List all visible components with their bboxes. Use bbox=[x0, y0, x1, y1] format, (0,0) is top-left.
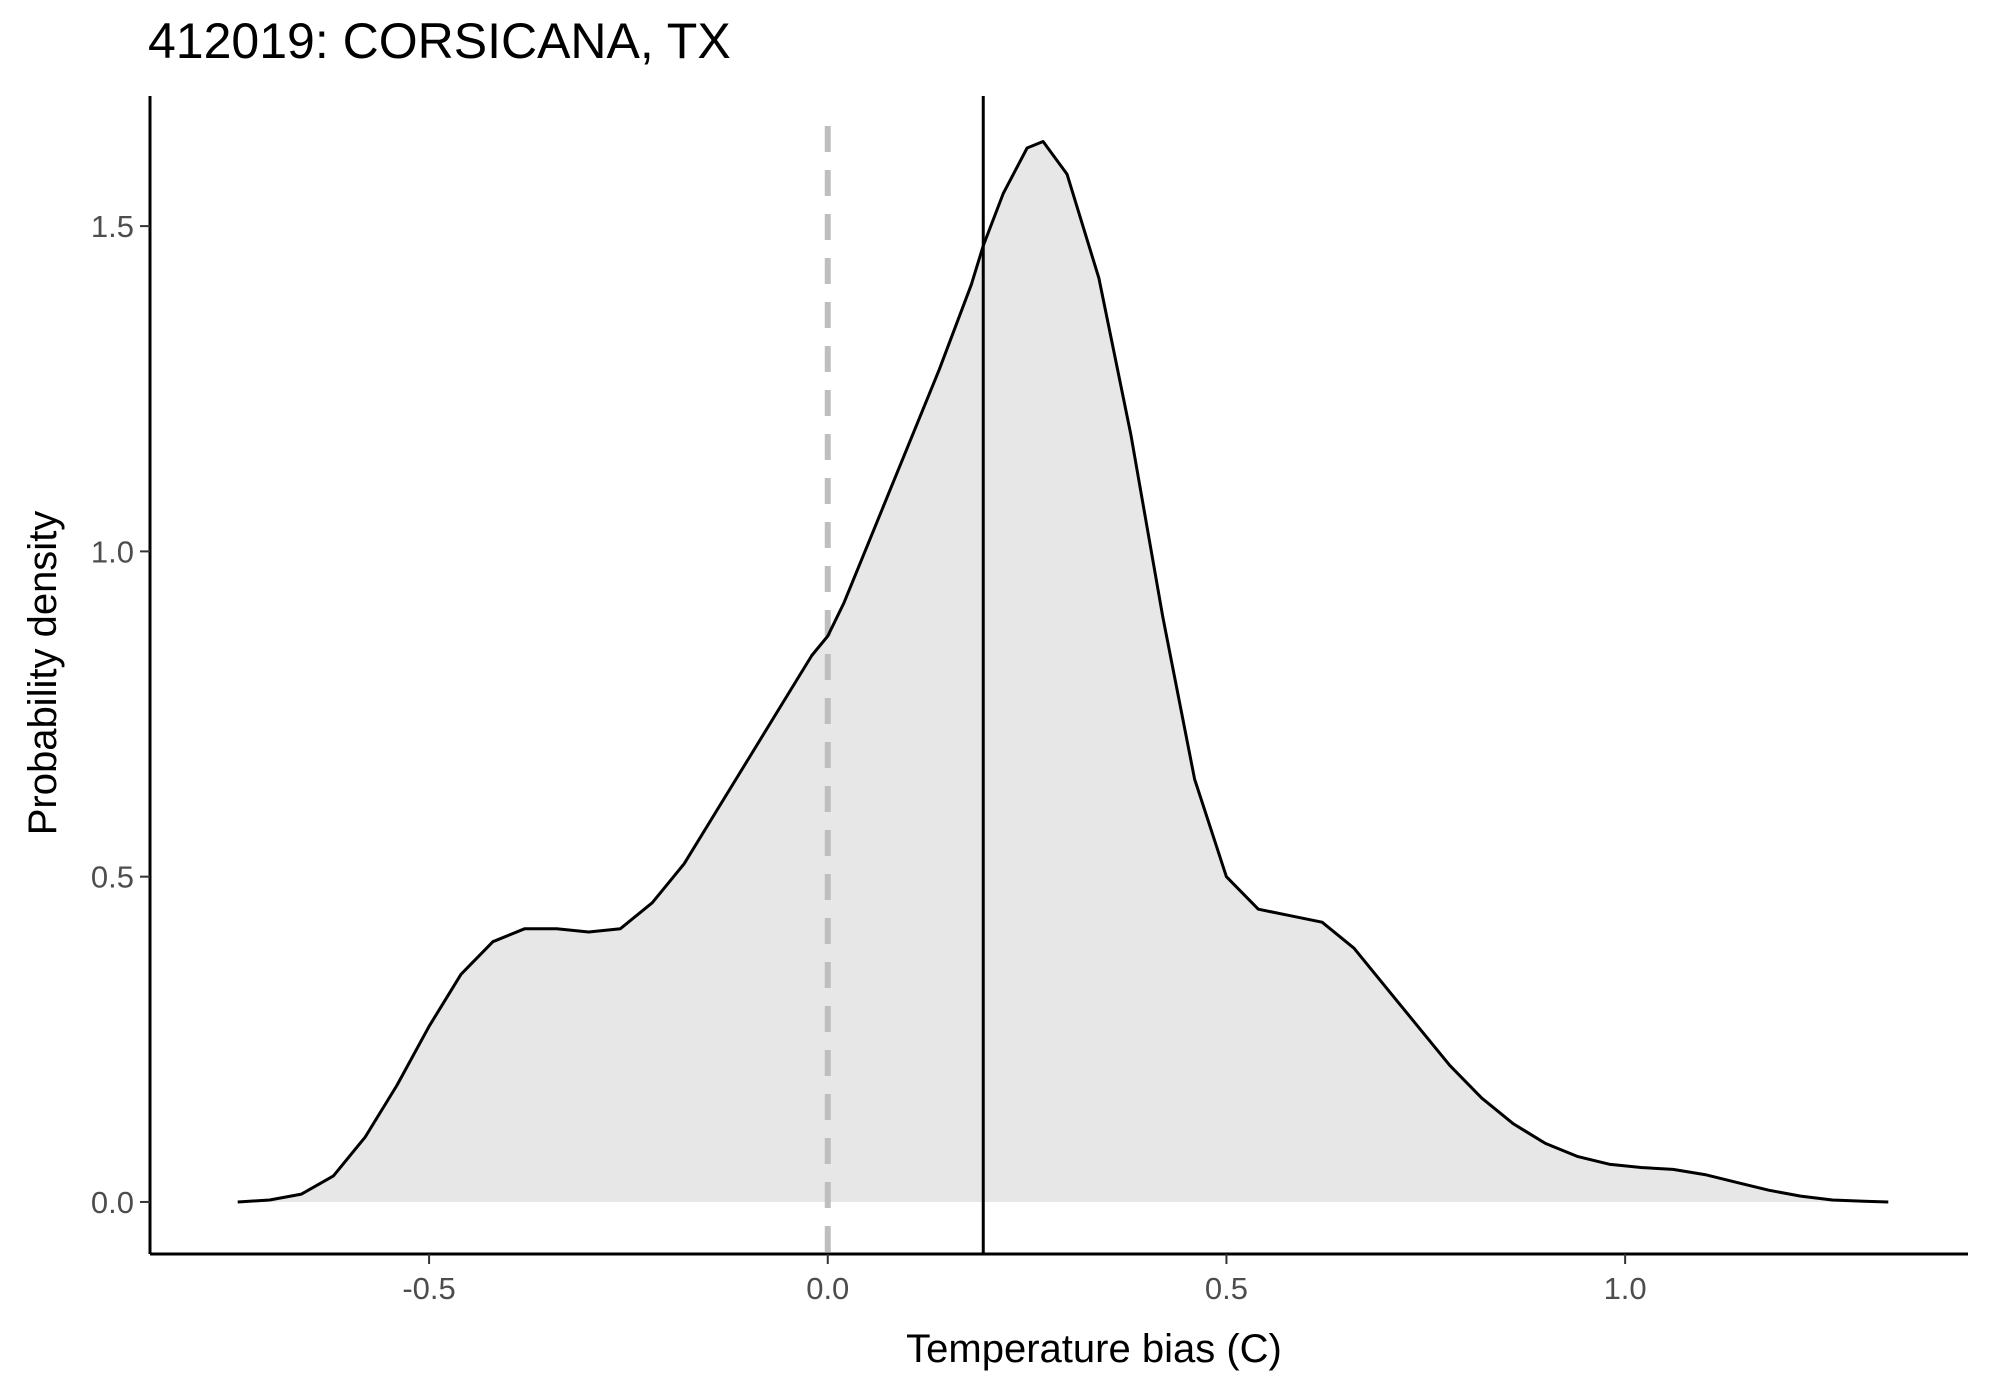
y-tick-label: 0.0 bbox=[91, 1185, 134, 1220]
y-tick-label: 0.5 bbox=[91, 860, 134, 895]
x-tick-label: 0.0 bbox=[806, 1271, 849, 1306]
y-tick-label: 1.5 bbox=[91, 209, 134, 244]
y-tick-label: 1.0 bbox=[91, 534, 134, 569]
chart-title: 412019: CORSICANA, TX bbox=[148, 13, 731, 69]
density-fill bbox=[237, 141, 1889, 1202]
x-tick-label: 0.5 bbox=[1205, 1271, 1248, 1306]
x-axis-title: Temperature bias (C) bbox=[906, 1327, 1282, 1371]
y-axis-title: Probability density bbox=[21, 511, 65, 836]
x-tick-label: 1.0 bbox=[1604, 1271, 1647, 1306]
density-curve bbox=[237, 140, 1889, 1204]
x-tick-label: -0.5 bbox=[402, 1271, 455, 1306]
